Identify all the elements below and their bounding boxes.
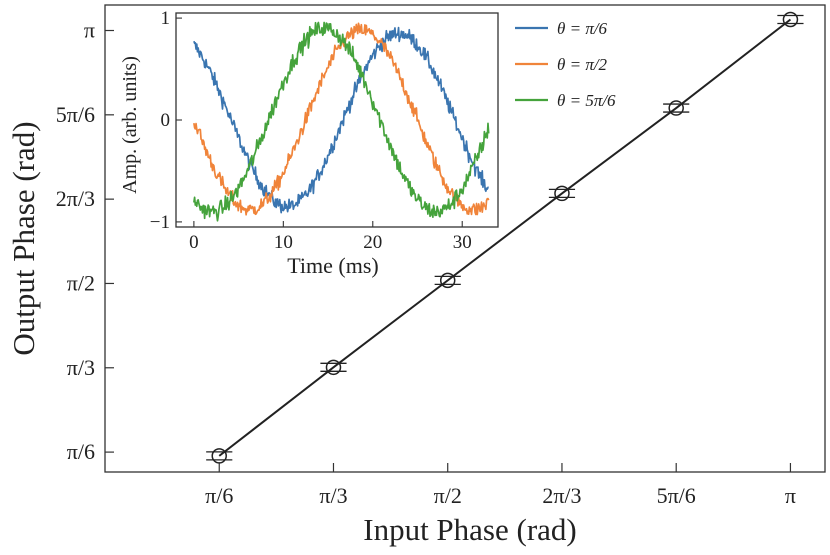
main-y-axis-title: Output Phase (rad) <box>6 121 41 355</box>
inset-y-axis-title: Amp. (arb. units) <box>119 56 141 194</box>
main-x-tick-label: π/6 <box>205 483 233 508</box>
fit-line <box>218 18 792 457</box>
main-plot-frame <box>104 4 826 473</box>
main-y-tick-label: π/6 <box>67 439 95 464</box>
main-y-tick-label: π/3 <box>67 355 95 380</box>
data-point <box>325 359 342 376</box>
inset-y-tick-label: −1 <box>150 212 170 233</box>
main-y-tick-label: 2π/3 <box>56 186 95 211</box>
legend: θ = π/6 θ = π/2 θ = 5π/6 <box>515 19 616 110</box>
main-y-tick-label: π <box>84 18 95 43</box>
inset-y-tick-label: 0 <box>161 110 171 131</box>
inset-x-tick-label: 10 <box>274 232 293 253</box>
main-y-tick-label: π/2 <box>67 270 95 295</box>
main-x-tick-label: 2π/3 <box>542 483 581 508</box>
main-x-tick-label: π/2 <box>434 483 462 508</box>
inset-x-tick-label: 0 <box>189 232 199 253</box>
inset-plot: 0 10 20 30 −1 0 1 Time (ms) Amp. (arb. units) <box>119 8 499 278</box>
main-plot: π/6 π/3 π/2 2π/3 5π/6 π π/6 π/3 π/2 2π/3 5π/6 π Inpu… <box>6 4 826 547</box>
data-point <box>211 448 227 464</box>
main-x-axis-title: Input Phase (rad) <box>363 512 577 547</box>
legend-label: θ = π/6 <box>557 19 608 38</box>
data-point <box>554 185 570 202</box>
legend-label: θ = 5π/6 <box>557 91 616 110</box>
data-point <box>439 272 456 289</box>
data-point <box>668 100 684 116</box>
main-y-tick-label: 5π/6 <box>56 102 95 127</box>
inset-x-tick-label: 30 <box>453 232 472 253</box>
legend-label: θ = π/2 <box>557 55 608 74</box>
inset-series-line <box>193 26 489 214</box>
main-x-tick-label: π <box>785 483 796 508</box>
main-x-tick-label: 5π/6 <box>657 483 696 508</box>
main-x-tick-label: π/3 <box>319 483 347 508</box>
data-point <box>782 11 799 28</box>
inset-x-tick-label: 20 <box>363 232 382 253</box>
inset-x-axis-title: Time (ms) <box>287 253 378 278</box>
inset-series-line <box>193 21 490 222</box>
inset-y-tick-label: 1 <box>161 8 171 29</box>
